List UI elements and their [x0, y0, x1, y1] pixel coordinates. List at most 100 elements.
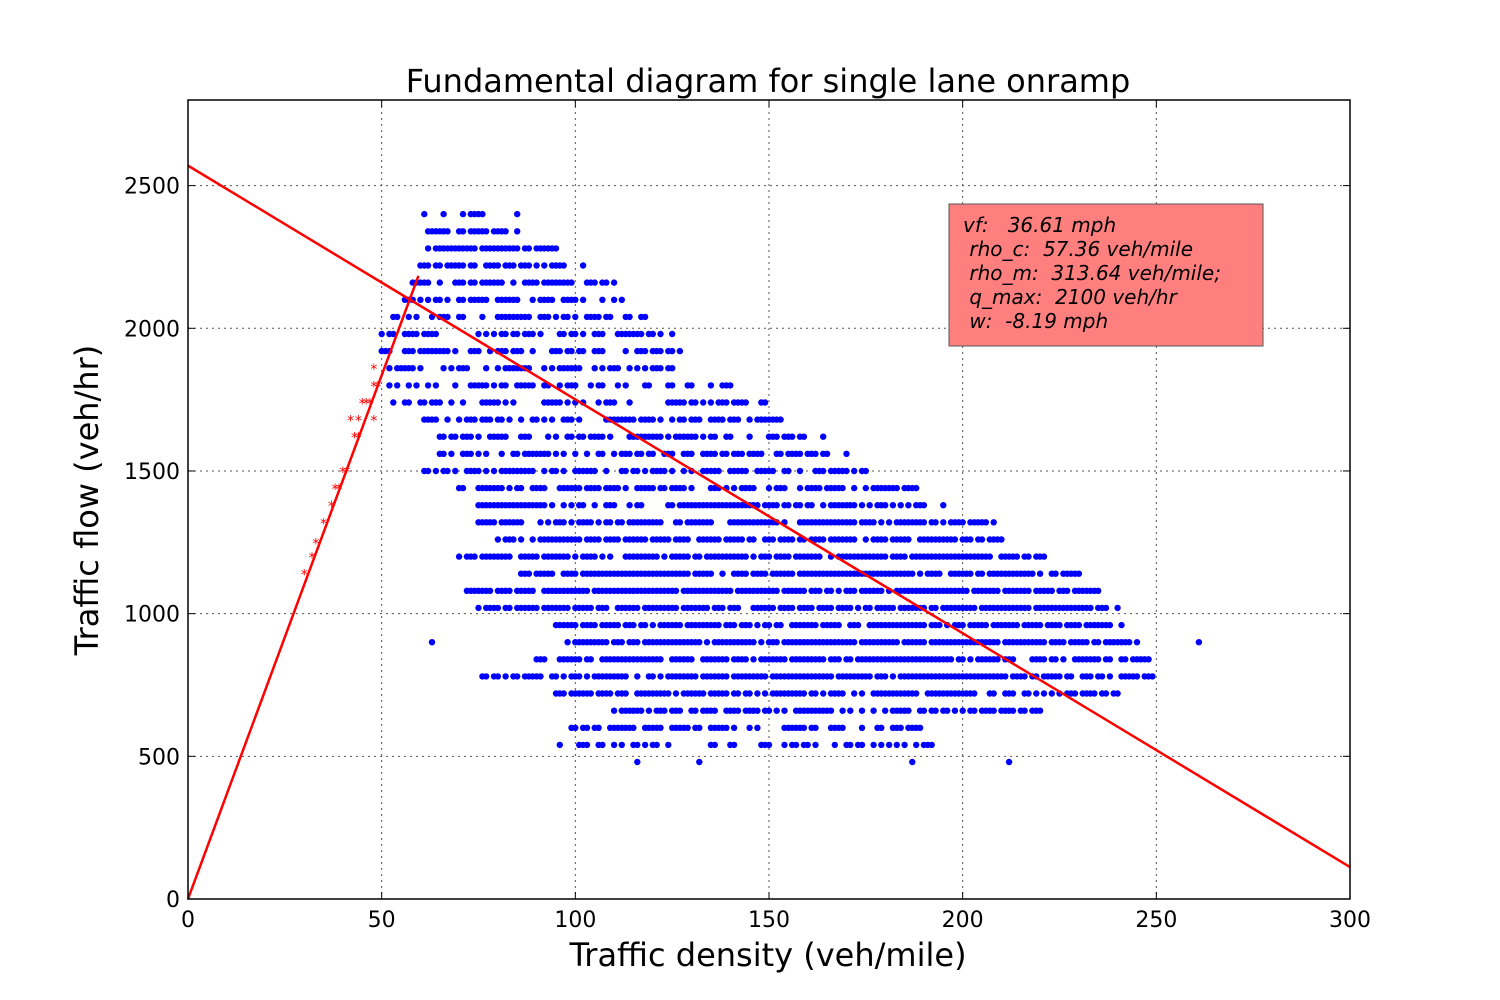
- data-point: [692, 707, 699, 714]
- data-point: [905, 536, 912, 543]
- data-point: [657, 365, 664, 372]
- data-point: [812, 741, 819, 749]
- data-point: [684, 724, 691, 731]
- data-point: [746, 724, 753, 731]
- data-point: [742, 570, 749, 577]
- data-point: [676, 621, 684, 629]
- data-point: [638, 450, 645, 457]
- data-point: [882, 553, 889, 560]
- data-point: [444, 296, 451, 303]
- data-point: [564, 313, 571, 321]
- data-point: [517, 519, 525, 526]
- data-point: [754, 621, 761, 629]
- data-point: [599, 741, 606, 749]
- data-point: [901, 741, 908, 749]
- data-point: [610, 707, 618, 714]
- data-point: [870, 519, 877, 526]
- data-point: [514, 673, 521, 680]
- data-point: [432, 416, 440, 423]
- data-point: [831, 741, 838, 749]
- data-point: [560, 673, 567, 680]
- data-point: [727, 433, 734, 440]
- data-point: [808, 604, 815, 612]
- data-point: [552, 313, 560, 321]
- data-point: [576, 416, 583, 423]
- data-point: [1064, 587, 1071, 594]
- data-point: [669, 365, 676, 372]
- data-point: [781, 656, 788, 663]
- data-point: [1083, 639, 1090, 646]
- data-point: [854, 621, 862, 629]
- x-axis-label: Traffic density (veh/mile): [568, 936, 966, 974]
- data-point: [773, 707, 780, 714]
- data-point: [990, 690, 997, 697]
- data-point: [626, 399, 633, 406]
- data-point: [1052, 570, 1059, 577]
- data-point: [568, 519, 575, 526]
- data-point: [858, 502, 866, 509]
- free-flow-point: *: [308, 551, 315, 567]
- data-point: [1102, 690, 1110, 697]
- data-point: [719, 604, 726, 612]
- data-point: [417, 296, 424, 303]
- data-point: [568, 416, 575, 423]
- data-point: [812, 450, 819, 457]
- data-point: [626, 502, 633, 509]
- data-point: [548, 570, 556, 577]
- y-tick-label: 1000: [124, 603, 180, 628]
- data-point: [1013, 553, 1021, 560]
- data-point: [657, 724, 664, 731]
- data-point: [436, 279, 443, 286]
- data-point: [572, 313, 579, 321]
- data-point: [386, 382, 393, 389]
- data-point: [882, 673, 889, 680]
- data-point: [669, 502, 676, 509]
- data-point: [541, 365, 548, 372]
- data-point: [773, 639, 780, 646]
- data-point: [436, 262, 443, 269]
- data-point: [541, 467, 548, 475]
- data-point: [1048, 587, 1056, 594]
- data-point: [820, 467, 827, 475]
- data-point: [409, 347, 416, 355]
- data-point: [692, 673, 699, 680]
- data-point: [653, 741, 660, 749]
- data-point: [1056, 621, 1063, 629]
- data-point: [533, 262, 540, 269]
- data-point: [800, 690, 808, 697]
- data-point: [630, 621, 637, 629]
- data-point: [506, 553, 513, 560]
- data-point: [560, 262, 567, 269]
- data-point: [703, 604, 711, 612]
- data-point: [1087, 604, 1094, 612]
- data-point: [386, 365, 393, 372]
- data-point: [595, 399, 602, 406]
- data-point: [394, 382, 401, 389]
- data-point: [525, 245, 533, 252]
- data-point: [649, 416, 656, 423]
- data-point: [502, 228, 509, 235]
- data-point: [506, 416, 513, 423]
- data-point: [746, 690, 753, 697]
- data-point: [545, 450, 552, 457]
- free-flow-point: *: [312, 536, 319, 552]
- data-point: [471, 553, 478, 560]
- data-point: [951, 707, 959, 714]
- data-point: [556, 382, 563, 389]
- data-point: [541, 484, 548, 492]
- data-point: [827, 604, 835, 612]
- data-point: [657, 433, 664, 440]
- data-point: [564, 639, 571, 646]
- data-point: [781, 484, 788, 492]
- data-point: [913, 484, 920, 492]
- free-flow-point: *: [301, 568, 308, 584]
- data-point: [603, 467, 610, 475]
- data-point: [514, 450, 521, 457]
- data-point: [866, 673, 873, 680]
- data-point: [982, 621, 990, 629]
- data-point: [1025, 604, 1032, 612]
- data-point: [971, 707, 978, 714]
- data-point: [676, 347, 684, 355]
- data-point: [688, 484, 695, 492]
- data-point: [781, 741, 788, 749]
